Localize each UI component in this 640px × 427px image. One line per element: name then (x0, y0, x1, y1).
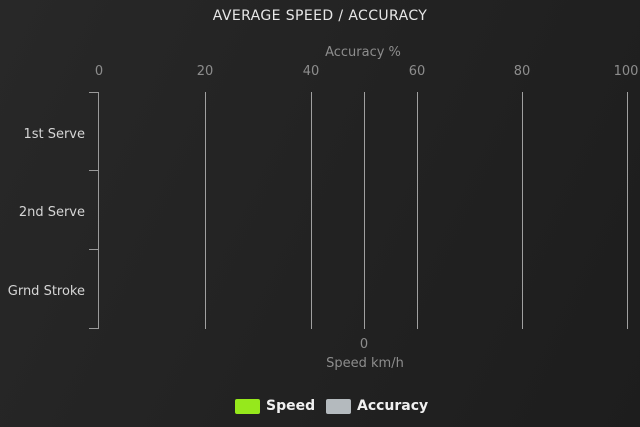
legend-item-speed[interactable]: Speed (235, 397, 315, 415)
chart-title: AVERAGE SPEED / ACCURACY (212, 8, 428, 24)
top-axis-tick-label: 40 (302, 64, 320, 79)
top-axis-name: Accuracy % (325, 45, 401, 60)
top-axis-tick-label: 80 (513, 64, 531, 79)
y-axis-tick (89, 170, 99, 171)
gridline (522, 92, 523, 329)
top-axis-tick-label: 0 (94, 64, 104, 79)
y-axis-tick (89, 249, 99, 250)
gridline (364, 92, 365, 329)
accuracy-swatch-icon (326, 398, 351, 414)
top-axis-tick-label: 100 (613, 64, 639, 79)
y-axis-line (98, 92, 99, 329)
legend-item-accuracy[interactable]: Accuracy (326, 397, 428, 415)
y-axis-tick (89, 328, 99, 329)
legend-label-speed: Speed (266, 398, 316, 414)
top-axis-tick-label: 20 (196, 64, 214, 79)
bottom-axis-tick-label: 0 (359, 337, 369, 352)
top-axis-tick-label: 60 (408, 64, 426, 79)
speed-swatch-icon (235, 398, 260, 414)
bottom-axis-name: Speed km/h (326, 356, 404, 371)
gridline (205, 92, 206, 329)
gridline (417, 92, 418, 329)
category-label-grnd-stroke: Grnd Stroke (7, 284, 85, 299)
category-label-2nd-serve: 2nd Serve (18, 205, 85, 220)
category-label-1st-serve: 1st Serve (23, 127, 85, 142)
legend-label-accuracy: Accuracy (357, 398, 429, 414)
gridline (311, 92, 312, 329)
gridline (627, 92, 628, 329)
y-axis-tick (89, 92, 99, 93)
